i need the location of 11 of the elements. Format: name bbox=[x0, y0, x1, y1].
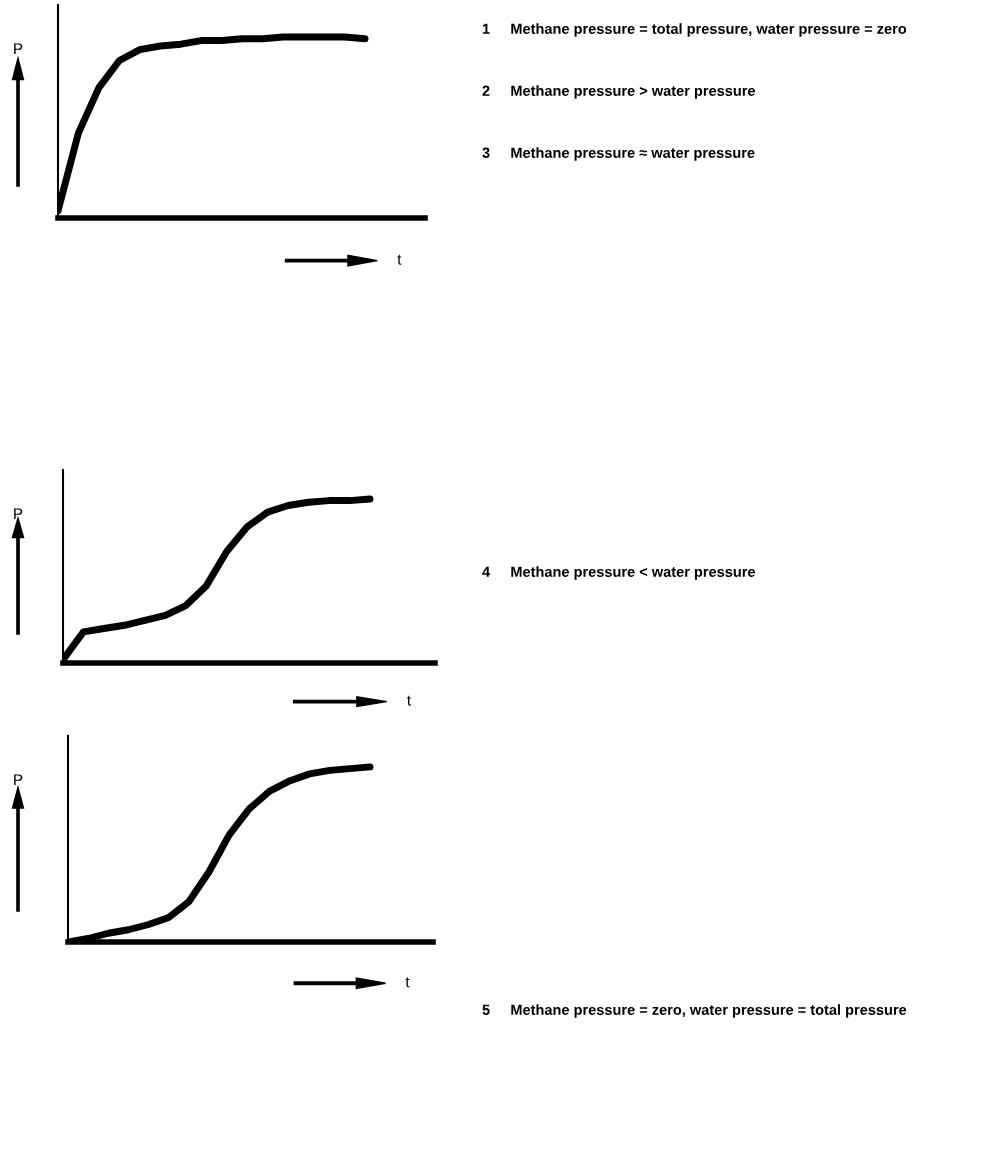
text: 4 Methane pressure < water pressure bbox=[482, 566, 756, 580]
x-axis-title: t bbox=[407, 695, 411, 706]
y-axis-title: P bbox=[14, 43, 23, 54]
y-axis-title: P bbox=[14, 774, 23, 785]
x-axis-title: t bbox=[405, 977, 410, 988]
text: 3 Methane pressure ≈ water pressure bbox=[482, 147, 755, 161]
x-axis-title: t bbox=[397, 254, 402, 265]
text: 2 Methane pressure > water pressure bbox=[482, 85, 756, 99]
text: 1 Methane pressure = total pressure, water pressure = zero bbox=[482, 23, 907, 37]
y-axis-title: P bbox=[14, 508, 23, 519]
text: 5 Methane pressure = zero, water pressure = total pressure bbox=[482, 1004, 907, 1018]
